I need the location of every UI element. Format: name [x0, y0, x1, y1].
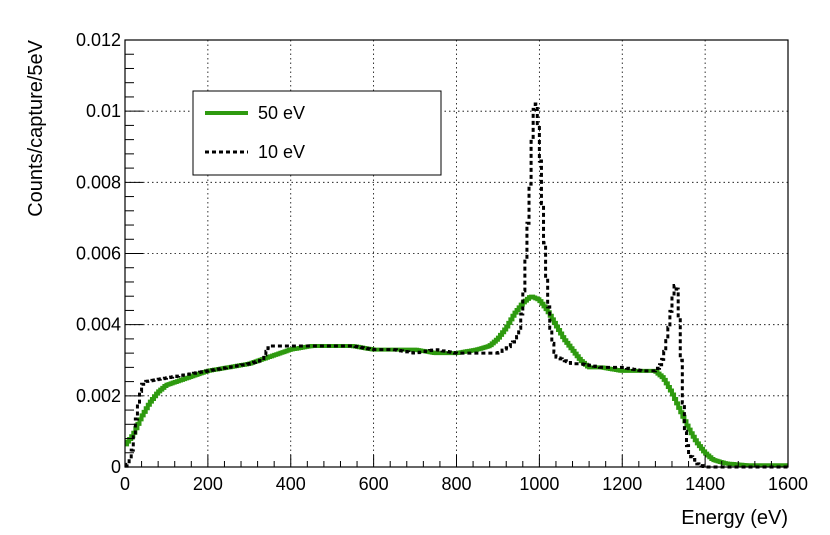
legend: 50 eV 10 eV [192, 90, 442, 176]
y-axis-title: Counts/capture/5eV [25, 39, 47, 216]
y-tick-label: 0.004 [76, 315, 121, 335]
series-10ev-line [125, 102, 788, 469]
x-tick-label: 200 [193, 474, 223, 494]
y-tick-label: 0.008 [76, 172, 121, 192]
x-tick-label: 1600 [768, 474, 808, 494]
y-tick-label: 0.012 [76, 30, 121, 50]
x-tick-label: 1000 [519, 474, 559, 494]
axis-ticks [124, 39, 789, 468]
tick-labels: 0 200 400 600 800 1000 1200 1400 1600 0 0.002 0.004… [76, 30, 808, 494]
x-tick-label: 1200 [602, 474, 642, 494]
x-tick-label: 400 [276, 474, 306, 494]
x-tick-label: 600 [359, 474, 389, 494]
y-tick-label: 0.006 [76, 244, 121, 264]
x-tick-label: 0 [120, 474, 130, 494]
legend-label-10ev: 10 eV [258, 142, 305, 162]
grid [125, 40, 788, 467]
x-axis-title: Energy (eV) [681, 507, 788, 529]
legend-label-50ev: 50 eV [258, 103, 305, 123]
series-layer [125, 102, 788, 469]
y-tick-label: 0 [111, 457, 121, 477]
legend-box [192, 90, 442, 176]
y-tick-label: 0.01 [86, 101, 121, 121]
y-tick-label: 0.002 [76, 386, 121, 406]
x-tick-label: 1400 [685, 474, 725, 494]
x-tick-label: 800 [441, 474, 471, 494]
